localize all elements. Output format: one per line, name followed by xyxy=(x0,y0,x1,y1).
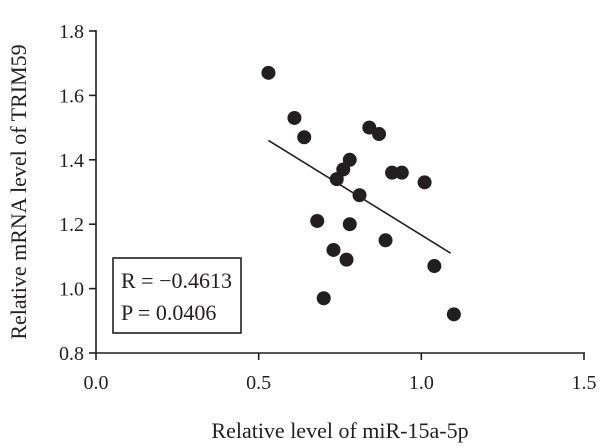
data-point xyxy=(287,110,302,125)
x-axis-title: Relative level of miR-15a-5p xyxy=(211,418,468,443)
y-tick-label: 1.4 xyxy=(59,150,84,172)
data-point xyxy=(385,165,400,180)
statistics-box-border xyxy=(112,257,242,334)
data-point xyxy=(394,165,409,180)
y-tick-label: 1.2 xyxy=(59,214,84,236)
correlation-coefficient-text: R = −0.4613 xyxy=(121,268,232,293)
data-points xyxy=(261,65,461,322)
x-tick-label: 1.5 xyxy=(572,372,597,394)
data-point xyxy=(297,130,312,145)
ticks: 0.0 0.5 1.0 1.5 0.8 1.0 1.2 1.4 1.6 1.8 xyxy=(59,21,597,394)
y-tick-label: 1.8 xyxy=(59,21,84,43)
x-tick-label: 0.5 xyxy=(246,372,271,394)
data-point xyxy=(352,188,367,203)
data-point xyxy=(326,242,341,257)
data-point xyxy=(261,65,276,80)
p-value-text: P = 0.0406 xyxy=(121,300,216,325)
statistics-box: R = −0.4613 P = 0.0406 xyxy=(112,257,242,334)
data-point xyxy=(446,307,461,322)
data-point xyxy=(310,213,325,228)
x-tick-label: 1.0 xyxy=(409,372,434,394)
data-point xyxy=(342,217,357,232)
y-axis-title: Relative mRNA level of TRIM59 xyxy=(6,44,31,339)
data-point xyxy=(427,259,442,274)
y-tick-label: 0.8 xyxy=(59,343,84,365)
y-tick-label: 1.0 xyxy=(59,279,84,301)
axes xyxy=(95,30,585,354)
data-point xyxy=(316,291,331,306)
data-point xyxy=(378,233,393,248)
data-point xyxy=(372,127,387,142)
y-tick-label: 1.6 xyxy=(59,85,84,107)
x-tick-label: 0.0 xyxy=(84,372,109,394)
data-point xyxy=(417,175,432,190)
data-point xyxy=(339,252,354,267)
data-point xyxy=(329,172,344,187)
